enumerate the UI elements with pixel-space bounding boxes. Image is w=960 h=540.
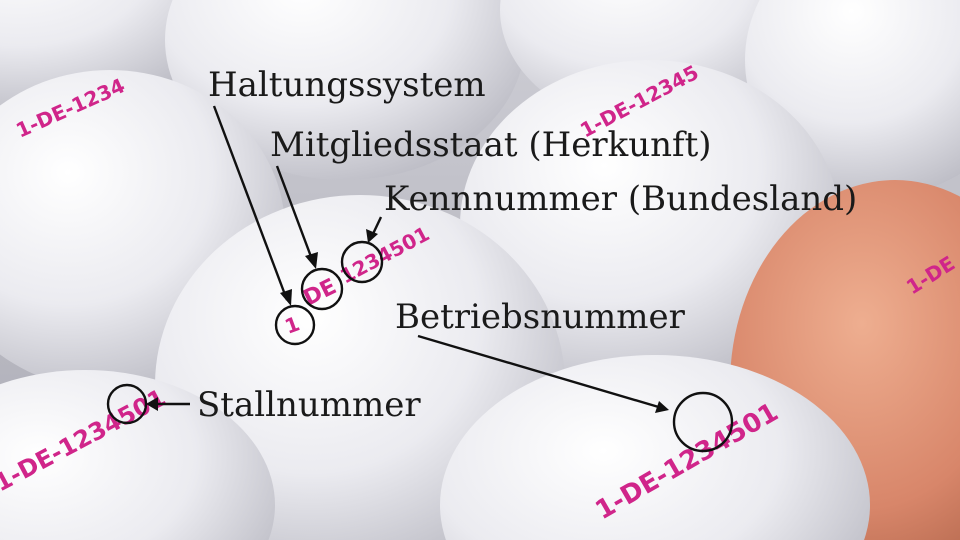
circle-mitgliedsstaat xyxy=(300,267,344,311)
circle-kennnummer xyxy=(340,240,384,284)
circle-haltungssystem xyxy=(274,304,316,346)
egg-front-left xyxy=(0,370,275,540)
label-stallnummer: Stallnummer xyxy=(197,385,421,425)
arrow-haltungssystem xyxy=(212,105,292,306)
label-kennnummer: Kennnummer (Bundesland) xyxy=(384,179,858,219)
arrow-mitgliedsstaat xyxy=(275,165,318,269)
label-betriebsnummer: Betriebsnummer xyxy=(395,297,685,337)
circle-betriebsnummer xyxy=(672,391,734,453)
arrow-stallnummer xyxy=(146,397,190,411)
label-mitgliedsstaat: Mitgliedsstaat (Herkunft) xyxy=(270,125,712,165)
egg-front-right xyxy=(440,355,870,540)
arrow-betriebsnummer xyxy=(417,334,669,413)
label-haltungssystem: Haltungssystem xyxy=(208,65,486,105)
arrow-kennnummer xyxy=(366,216,383,243)
egg-back-center xyxy=(165,0,525,180)
